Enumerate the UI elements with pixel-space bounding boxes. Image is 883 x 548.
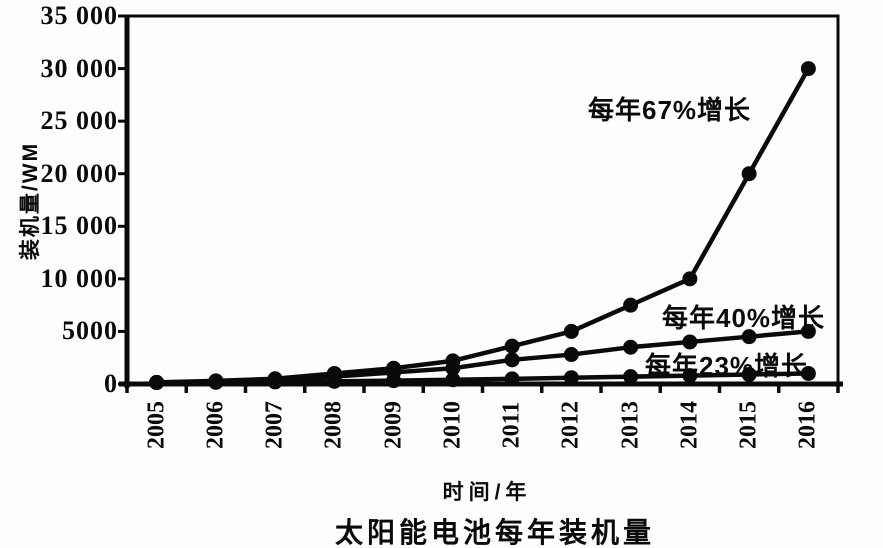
- data-point: [445, 372, 461, 388]
- y-tick-label: 30 000: [40, 53, 118, 83]
- data-point: [682, 368, 698, 384]
- data-point: [682, 271, 698, 287]
- data-point: [563, 347, 579, 363]
- y-tick-label: 0: [104, 369, 118, 398]
- data-point: [800, 323, 816, 339]
- x-tick-label: 2007: [261, 401, 288, 449]
- chart-caption: 太阳能电池每年装机量: [334, 517, 656, 548]
- growth-annotation-0: 每年67%增长: [588, 95, 752, 125]
- data-point: [623, 297, 639, 313]
- growth-annotation-1: 每年40%增长: [662, 303, 826, 333]
- y-tick-label: 25 000: [40, 106, 118, 136]
- x-tick-label: 2012: [557, 401, 584, 449]
- data-point: [267, 374, 283, 390]
- x-tick-label: 2008: [320, 401, 347, 449]
- x-axis-title: 时间/年: [442, 481, 532, 504]
- data-point: [741, 329, 757, 345]
- data-point: [563, 370, 579, 386]
- data-point: [504, 338, 520, 354]
- y-tick-label: 35 000: [40, 1, 118, 30]
- x-tick-label: 2013: [617, 401, 644, 449]
- x-tick-label: 2009: [380, 401, 407, 449]
- data-point: [623, 369, 639, 385]
- y-tick-label: 5000: [62, 316, 118, 346]
- data-point: [208, 374, 224, 390]
- x-tick-label: 2015: [735, 401, 762, 449]
- x-tick-label: 2010: [439, 401, 466, 449]
- data-point: [563, 323, 579, 339]
- data-point: [504, 352, 520, 368]
- x-tick-label: 2005: [143, 401, 170, 449]
- data-point: [741, 166, 757, 182]
- growth-annotation-2: 每年23%增长: [645, 351, 809, 381]
- data-point: [623, 339, 639, 355]
- data-point: [386, 373, 402, 389]
- data-point: [682, 334, 698, 350]
- data-point: [445, 360, 461, 376]
- series-line-2: [156, 371, 809, 385]
- data-point: [504, 371, 520, 387]
- data-point: [800, 365, 816, 381]
- y-tick-label: 20 000: [40, 158, 118, 188]
- x-tick-label: 2006: [202, 401, 229, 449]
- y-tick-label: 15 000: [40, 211, 118, 241]
- data-point: [741, 367, 757, 383]
- data-point: [326, 373, 342, 389]
- x-tick-label: 2016: [794, 401, 821, 449]
- x-tick-label: 2014: [676, 401, 703, 449]
- data-point: [800, 61, 816, 77]
- x-tick-label: 2011: [498, 401, 525, 449]
- data-point: [149, 375, 165, 391]
- y-tick-label: 10 000: [40, 263, 118, 293]
